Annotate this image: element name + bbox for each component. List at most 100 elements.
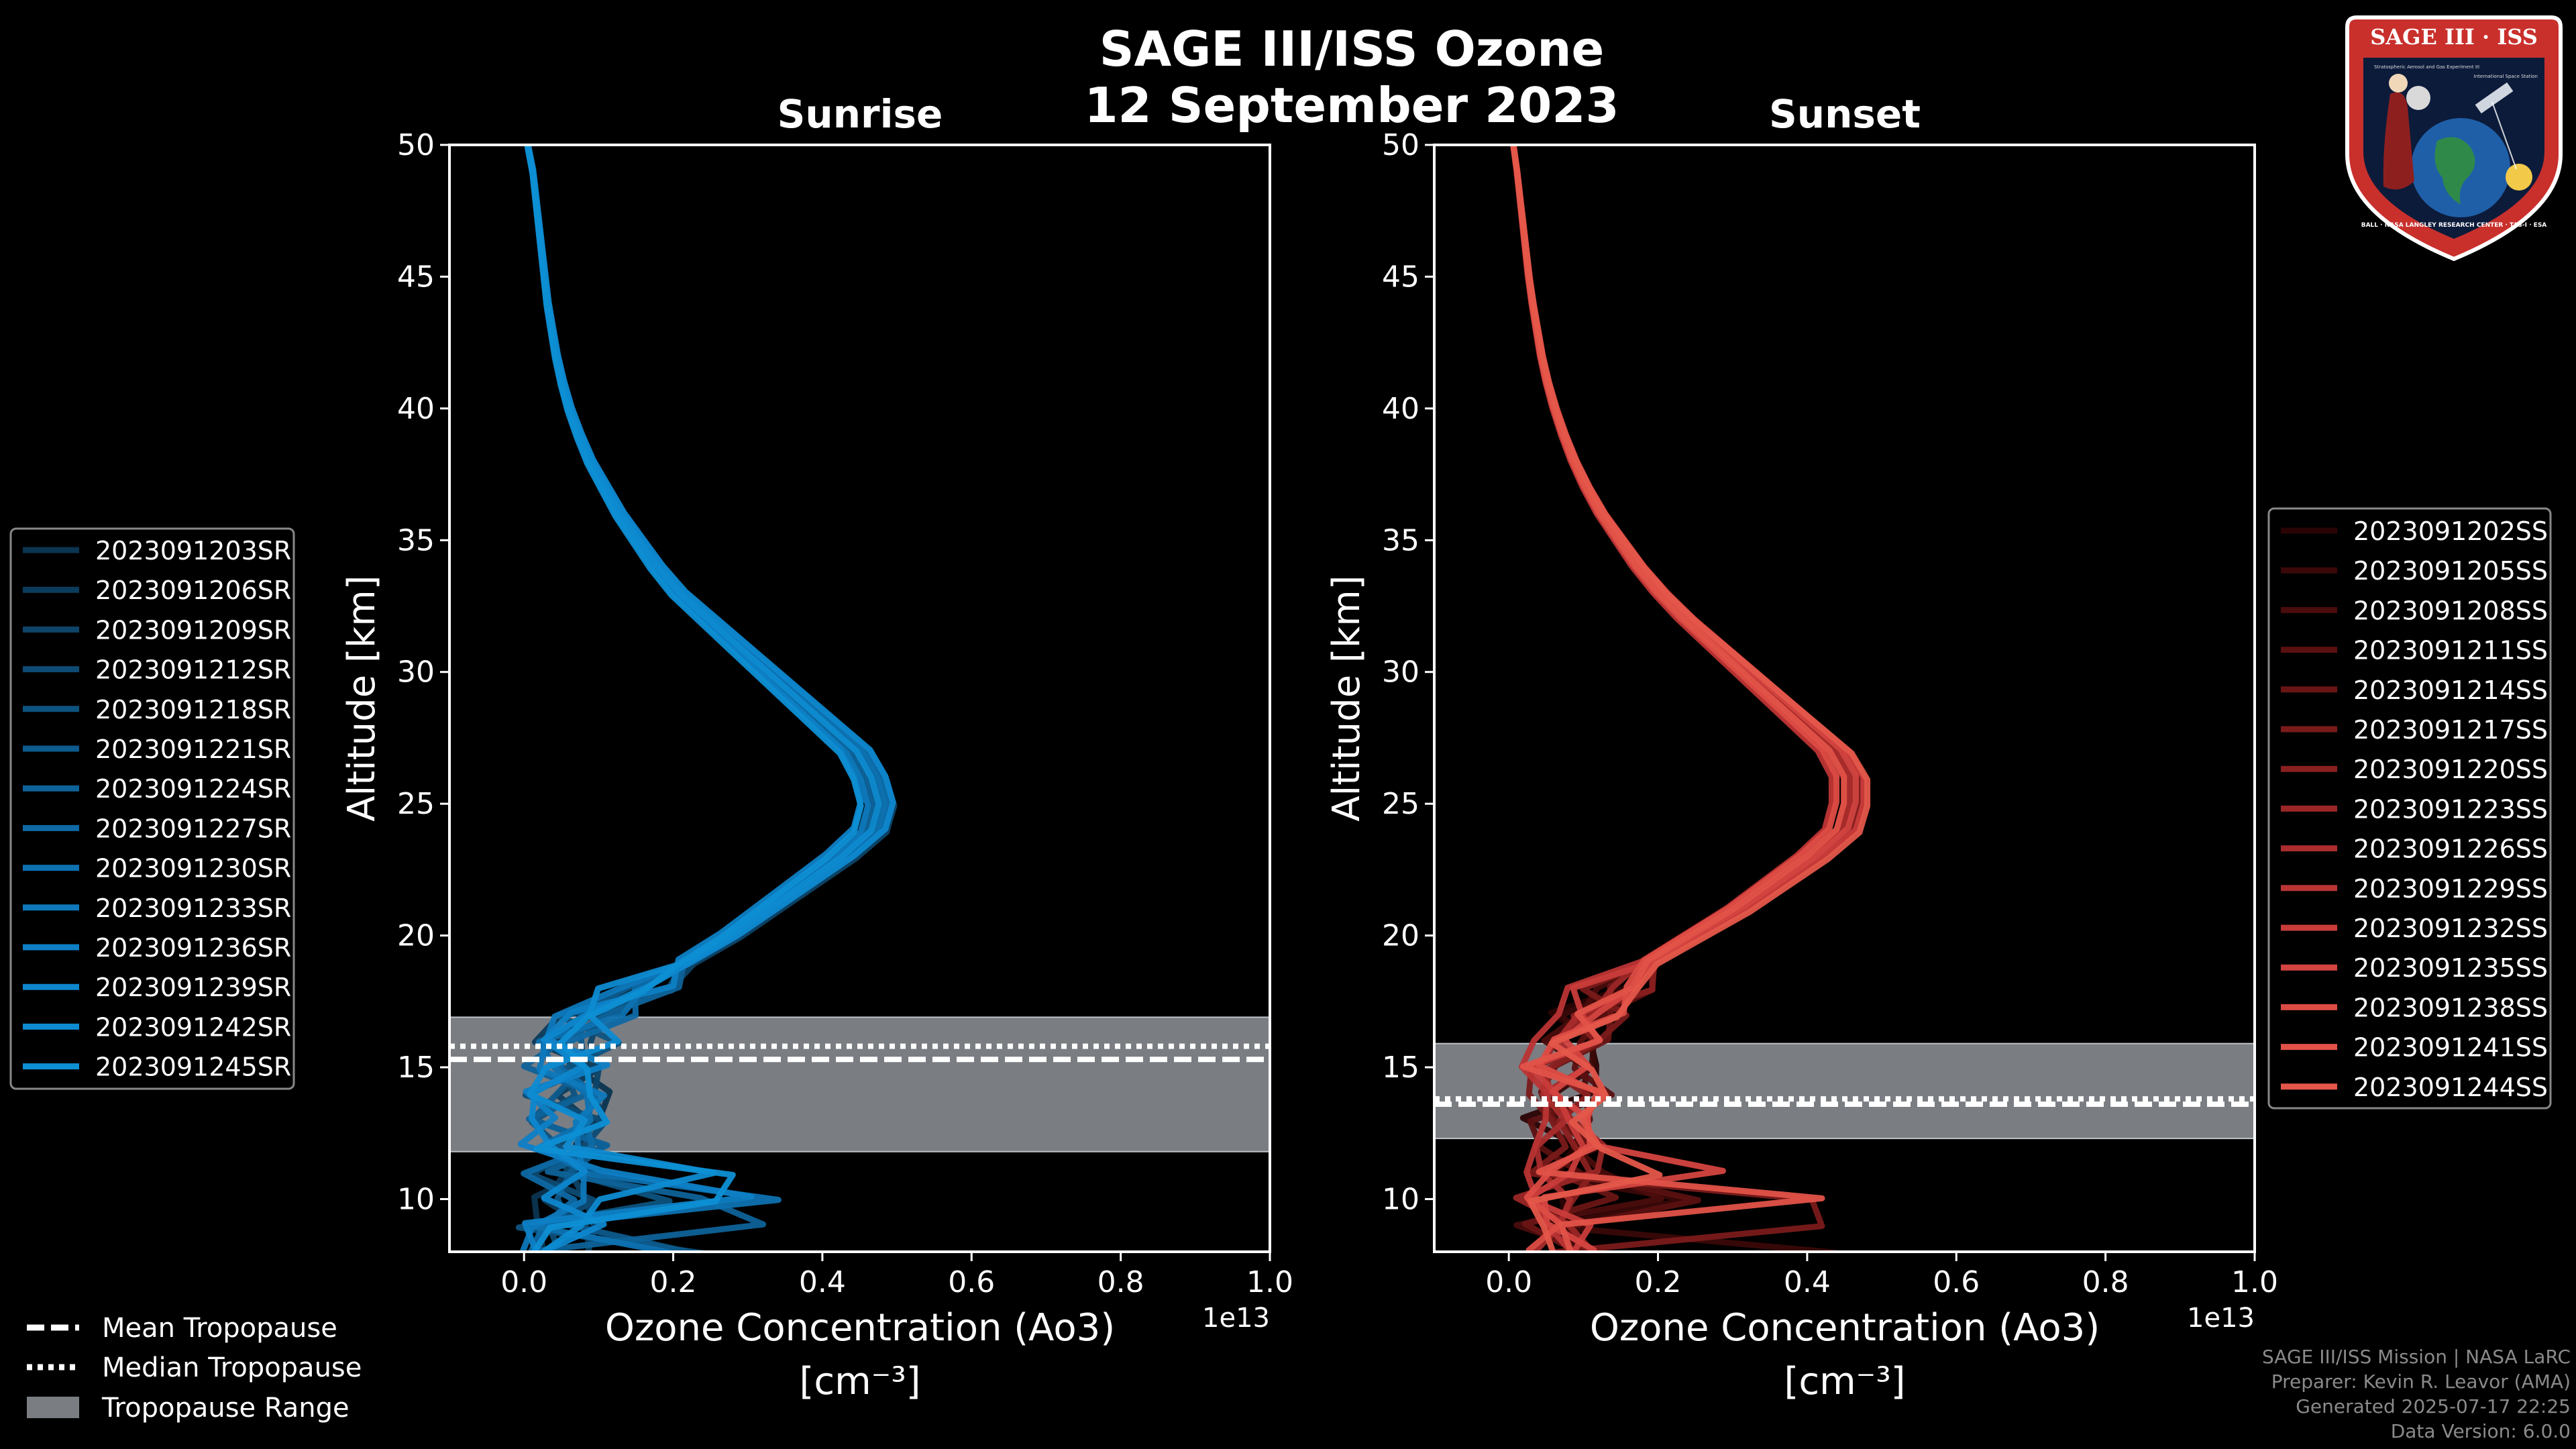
sage-iii-iss-mission-badge-logo: SAGE III · ISS Stratospheric Aerosol and…: [2345, 15, 2563, 262]
sunrise-x-ticks: 0.0 0.2 0.4 0.6 0.8 1.0: [500, 1252, 1293, 1299]
ss-xtick-label-0.0: 0.0: [1485, 1265, 1532, 1299]
ss-profile-2023091244SS: [1510, 145, 1871, 1252]
badge-inner-left-text: Stratospheric Aerosol and Gas Experiment…: [2374, 64, 2479, 70]
ss-ytick-label-20: 20: [1382, 919, 1419, 953]
sunset-legend: 2023091202SS 2023091205SS 2023091208SS 2023…: [2267, 507, 2552, 1110]
ss-ytick-label-50: 50: [1382, 128, 1419, 162]
ss-xtick-label-1.0: 1.0: [2231, 1265, 2278, 1299]
ss-ytick-label-10: 10: [1382, 1182, 1419, 1216]
sunset-title: Sunset: [1769, 91, 1921, 137]
sunset-y-ticks: 10 15 20 25 30 35 40 45 50: [1382, 128, 1434, 1216]
sunrise-legend: 2023091203SR 2023091206SR 2023091209SR 2023…: [9, 527, 295, 1090]
ss-ytick-label-35: 35: [1382, 523, 1419, 557]
badge-inner-right-text: International Space Station: [2474, 74, 2538, 79]
sunrise-title: Sunrise: [777, 91, 943, 137]
ss-legend-label-2023091214SS: 2023091214SS: [2353, 676, 2548, 705]
badge-moon: [2406, 86, 2430, 110]
ss-legend-label-2023091235SS: 2023091235SS: [2353, 953, 2548, 983]
sr-xtick-label-0.8: 0.8: [1097, 1265, 1144, 1299]
sr-xtick-label-1.0: 1.0: [1246, 1265, 1293, 1299]
ss-legend-label-2023091205SS: 2023091205SS: [2353, 556, 2548, 586]
sunrise-xlabel-line2: [cm⁻³]: [799, 1360, 920, 1403]
sr-ytick-label-15: 15: [397, 1051, 435, 1085]
ss-legend-label-2023091241SS: 2023091241SS: [2353, 1033, 2548, 1063]
sr-xtick-label-0.2: 0.2: [650, 1265, 697, 1299]
sunrise-legend-frame: [9, 527, 295, 1090]
sr-legend-label-2023091212SR: 2023091212SR: [95, 655, 291, 685]
tropopause-legend: Mean Tropopause Median Tropopause Tropop…: [27, 1313, 362, 1424]
sr-ytick-label-50: 50: [397, 128, 435, 162]
tropopause-range-swatch: [27, 1397, 79, 1418]
ss-legend-label-2023091226SS: 2023091226SS: [2353, 835, 2548, 864]
ss-legend-label-2023091211SS: 2023091211SS: [2353, 636, 2548, 665]
sr-ytick-label-25: 25: [397, 787, 435, 821]
footer-line4: Data Version: 6.0.0: [2390, 1420, 2571, 1442]
sr-legend-label-2023091233SR: 2023091233SR: [95, 894, 291, 923]
badge-ring-text: BALL · NASA LANGLEY RESEARCH CENTER · TA…: [2361, 222, 2547, 229]
badge-station: [2475, 82, 2514, 114]
footer-line1: SAGE III/ISS Mission | NASA LaRC: [2262, 1346, 2571, 1368]
sr-legend-label-2023091209SR: 2023091209SR: [95, 615, 291, 645]
badge-top-text: SAGE III · ISS: [2370, 24, 2538, 50]
sr-legend-label-2023091239SR: 2023091239SR: [95, 973, 291, 1002]
sr-ytick-label-40: 40: [397, 392, 435, 426]
sr-legend-label-2023091236SR: 2023091236SR: [95, 933, 291, 963]
sunrise-tropopause-lines: [449, 1043, 1270, 1063]
badge-sun: [2506, 164, 2532, 191]
sr-xtick-label-0.6: 0.6: [948, 1265, 995, 1299]
sunrise-profiles: [515, 145, 898, 1252]
sr-profile-2023091245SR: [524, 145, 864, 1252]
ss-ytick-label-40: 40: [1382, 392, 1419, 426]
ss-legend-label-2023091223SS: 2023091223SS: [2353, 794, 2548, 824]
sunrise-xlabel-line1: Ozone Concentration (Ao3): [605, 1306, 1115, 1350]
ss-ytick-label-45: 45: [1382, 260, 1419, 294]
ss-ytick-label-25: 25: [1382, 787, 1419, 821]
footer-credits: SAGE III/ISS Mission | NASA LaRC Prepare…: [2262, 1344, 2571, 1444]
badge-figure-head: [2389, 74, 2408, 93]
sunrise-x-multiplier: 1e13: [1202, 1303, 1270, 1334]
sr-legend-label-2023091218SR: 2023091218SR: [95, 695, 291, 724]
sunset-x-ticks: 0.0 0.2 0.4 0.6 0.8 1.0: [1485, 1252, 2278, 1299]
sunset-ylabel: Altitude [km]: [1325, 575, 1368, 821]
badge-figure: [2383, 92, 2414, 190]
ss-legend-label-2023091244SS: 2023091244SS: [2353, 1073, 2548, 1102]
median-tropopause-label: Median Tropopause: [102, 1352, 362, 1383]
sunset-tropopause-lines: [1434, 1096, 2255, 1107]
tropopause-range-label: Tropopause Range: [101, 1393, 350, 1424]
sunrise-ylabel: Altitude [km]: [340, 575, 384, 821]
sunset-xlabel-line2: [cm⁻³]: [1784, 1360, 1905, 1403]
sunset-profiles: [1510, 145, 1871, 1252]
sr-xtick-label-0.4: 0.4: [799, 1265, 846, 1299]
sr-legend-label-2023091242SR: 2023091242SR: [95, 1012, 291, 1042]
sr-ytick-label-30: 30: [397, 655, 435, 690]
footer-line2: Preparer: Kevin R. Leavor (AMA): [2271, 1371, 2571, 1393]
ss-xtick-label-0.2: 0.2: [1635, 1265, 1682, 1299]
sr-legend-label-2023091224SR: 2023091224SR: [95, 774, 291, 804]
ss-xtick-label-0.4: 0.4: [1784, 1265, 1831, 1299]
sr-ytick-label-35: 35: [397, 523, 435, 557]
sunset-legend-frame: [2267, 507, 2552, 1110]
ss-legend-label-2023091202SS: 2023091202SS: [2353, 517, 2548, 546]
ss-legend-label-2023091238SS: 2023091238SS: [2353, 993, 2548, 1022]
sunrise-axes-frame: [448, 144, 1271, 1253]
badge-earth-land: [2434, 137, 2475, 205]
ss-legend-label-2023091229SS: 2023091229SS: [2353, 874, 2548, 904]
sr-legend-label-2023091245SR: 2023091245SR: [95, 1053, 291, 1082]
sr-ytick-label-20: 20: [397, 919, 435, 953]
sr-xtick-label-0.0: 0.0: [500, 1265, 547, 1299]
footer-line3: Generated 2025-07-17 22:25: [2296, 1395, 2571, 1417]
sr-legend-label-2023091221SR: 2023091221SR: [95, 735, 291, 764]
ss-xtick-label-0.6: 0.6: [1933, 1265, 1980, 1299]
ss-legend-label-2023091220SS: 2023091220SS: [2353, 755, 2548, 784]
ss-legend-label-2023091232SS: 2023091232SS: [2353, 914, 2548, 943]
ss-legend-label-2023091217SS: 2023091217SS: [2353, 715, 2548, 745]
ss-ytick-label-15: 15: [1382, 1051, 1419, 1085]
sunset-x-multiplier: 1e13: [2187, 1303, 2255, 1334]
sr-ytick-label-10: 10: [397, 1182, 435, 1216]
mean-tropopause-label: Mean Tropopause: [102, 1313, 337, 1344]
sr-legend-label-2023091227SR: 2023091227SR: [95, 814, 291, 843]
sr-legend-label-2023091230SR: 2023091230SR: [95, 854, 291, 883]
